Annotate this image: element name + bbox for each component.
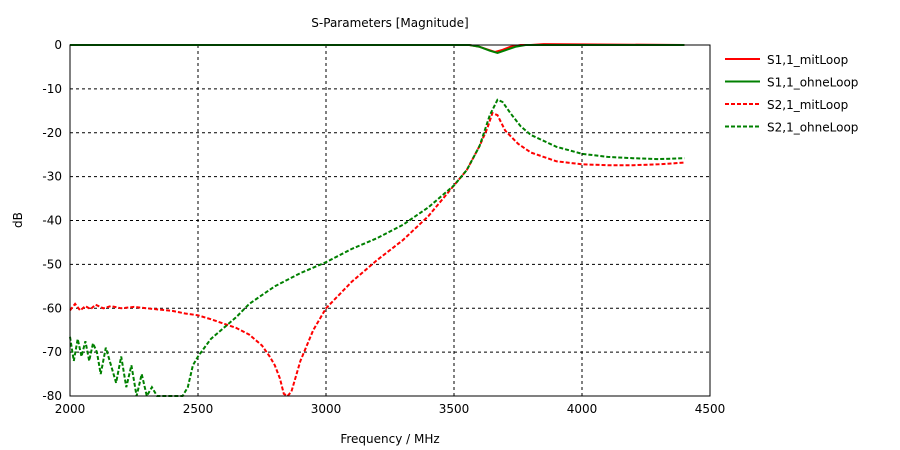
x-tick-label: 2500 [183, 402, 214, 416]
y-tick-label: -70 [42, 345, 62, 359]
series-line-s1-1-ohneloop [70, 44, 685, 54]
legend-label: S1,1_ohneLoop [767, 76, 858, 90]
series-line-s2-1-mitloop [69, 111, 685, 398]
y-tick-label: -40 [42, 214, 62, 228]
legend-label: S1,1_mitLoop [767, 53, 848, 67]
y-tick-label: 0 [54, 38, 62, 52]
y-tick-label: -20 [42, 126, 62, 140]
y-tick-label: -60 [42, 301, 62, 315]
series-line-s2-1-ohneloop [69, 98, 685, 399]
x-axis-label: Frequency / MHz [340, 432, 439, 446]
chart-title: S-Parameters [Magnitude] [311, 16, 468, 30]
plot-frame [69, 44, 711, 397]
x-tick-label: 3500 [439, 402, 470, 416]
tick-labels: 2000 2500 3000 3500 4000 4500 0 -10 -20 -30 -40 -50… [42, 38, 725, 416]
y-tick-label: -80 [42, 389, 62, 403]
grid [70, 45, 710, 396]
legend: S1,1_mitLoop S1,1_ohneLoop S2,1_mitLoop S2,… [725, 53, 858, 135]
y-axis-label: dB [11, 212, 25, 228]
y-tick-label: -50 [42, 257, 62, 271]
legend-label: S2,1_ohneLoop [767, 121, 858, 135]
x-tick-label: 4500 [695, 402, 726, 416]
y-tick-label: -10 [42, 82, 62, 96]
y-tick-label: -30 [42, 170, 62, 184]
x-tick-label: 2000 [55, 402, 86, 416]
x-tick-label: 4000 [567, 402, 598, 416]
x-tick-label: 3000 [311, 402, 342, 416]
legend-label: S2,1_mitLoop [767, 98, 848, 112]
